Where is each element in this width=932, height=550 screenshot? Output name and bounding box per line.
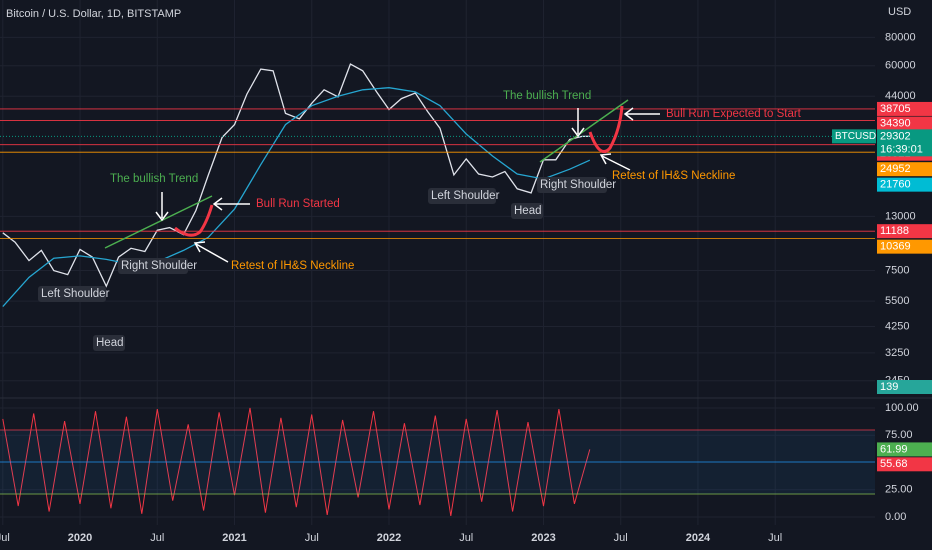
annotation: Left Shoulder	[41, 288, 110, 300]
x-tick-label: Jul	[768, 532, 782, 544]
y-tick-label: 5500	[885, 295, 909, 307]
volume-tag	[877, 380, 932, 394]
x-tick-label: 2024	[686, 532, 711, 544]
price-tag-label: 55.68	[880, 458, 908, 470]
symbol-tag	[832, 129, 876, 144]
projection	[588, 105, 624, 153]
arrow	[571, 108, 585, 138]
arrow	[599, 153, 631, 171]
annotation: Bull Run Started	[256, 198, 340, 210]
drawings	[104, 99, 660, 263]
x-tick-label: 2020	[68, 532, 92, 544]
trend-line	[104, 195, 213, 249]
price-tag	[877, 239, 932, 254]
x-tick-label: 2022	[377, 532, 401, 544]
annotations: The bullish Trend Bull Run Started Right…	[38, 90, 802, 351]
annotation: The bullish Trend	[503, 90, 591, 102]
series-line	[2, 407, 591, 516]
y-tick-label: 100.00	[885, 402, 919, 414]
annotation: Retest of IH&S Neckline	[231, 260, 354, 272]
price-tag	[877, 457, 932, 472]
y-tick-label: 60000	[885, 60, 916, 72]
annotation: Right Shoulder	[540, 179, 616, 191]
price-tag	[877, 442, 932, 457]
price-tag	[877, 224, 932, 239]
x-tick-label: Jul	[0, 532, 10, 544]
y-tick-label: 25.00	[885, 484, 913, 496]
projection	[174, 204, 214, 237]
y-tick-label: 3250	[885, 347, 909, 359]
x-tick-label: Jul	[459, 532, 473, 544]
y-tick-label: 80000	[885, 31, 916, 43]
x-tick-label: Jul	[614, 532, 628, 544]
x-tick-label: 2023	[531, 532, 555, 544]
annotation: Head	[514, 205, 542, 217]
y-tick-label: 75.00	[885, 429, 913, 441]
price-tag	[877, 101, 932, 116]
annotation: Retest of IH&S Neckline	[612, 170, 735, 182]
y-tick-label: 13000	[885, 210, 916, 222]
label-box	[428, 188, 496, 204]
arrow	[193, 241, 229, 263]
y-tick-label: 7500	[885, 264, 909, 276]
band-fill	[0, 430, 875, 494]
currency: USD	[888, 6, 911, 18]
last-price-tag	[877, 129, 932, 157]
price-tag	[877, 116, 932, 131]
label-box	[118, 258, 188, 274]
series-line	[2, 63, 590, 288]
y-tick-label: 44000	[885, 90, 916, 102]
last-price-label: 29302	[880, 130, 911, 142]
label-box	[93, 335, 125, 351]
title: Bitcoin / U.S. Dollar, 1D, BITSTAMP	[6, 8, 181, 20]
x-tick-label: Jul	[305, 532, 319, 544]
y-tick-label: 0.00	[885, 511, 906, 523]
trend-line	[539, 99, 629, 163]
annotation: The bullish Trend	[110, 173, 198, 185]
price-tag-label: 61.99	[880, 443, 908, 455]
price-tag-label: 21760	[880, 179, 911, 191]
arrow	[623, 107, 660, 121]
annotation: Right Shoulder	[121, 260, 197, 272]
label-box	[537, 177, 607, 193]
price-tag	[877, 177, 932, 192]
arrow	[212, 197, 250, 211]
price-tag-label: 24952	[880, 163, 911, 175]
x-tick-label: 2021	[222, 532, 246, 544]
annotation: Bull Run Expected to Start	[666, 108, 802, 120]
label-box	[511, 203, 543, 219]
price-tag-label: 10369	[880, 241, 911, 253]
arrow	[155, 192, 169, 222]
y-tick-label: 4250	[885, 320, 909, 332]
countdown: 16:39:01	[880, 143, 923, 155]
volume-label: 139	[880, 381, 898, 393]
label-box	[38, 286, 106, 302]
price-tag-label: 34390	[880, 117, 911, 129]
price-tag	[877, 162, 932, 177]
annotation: Head	[96, 337, 124, 349]
price-tag-label: 11188	[880, 225, 909, 237]
x-tick-label: Jul	[150, 532, 164, 544]
symbol-label: BTCUSD	[835, 131, 876, 142]
series-line	[2, 87, 591, 308]
annotation: Left Shoulder	[431, 190, 500, 202]
price-tag-label: 38705	[880, 103, 911, 115]
